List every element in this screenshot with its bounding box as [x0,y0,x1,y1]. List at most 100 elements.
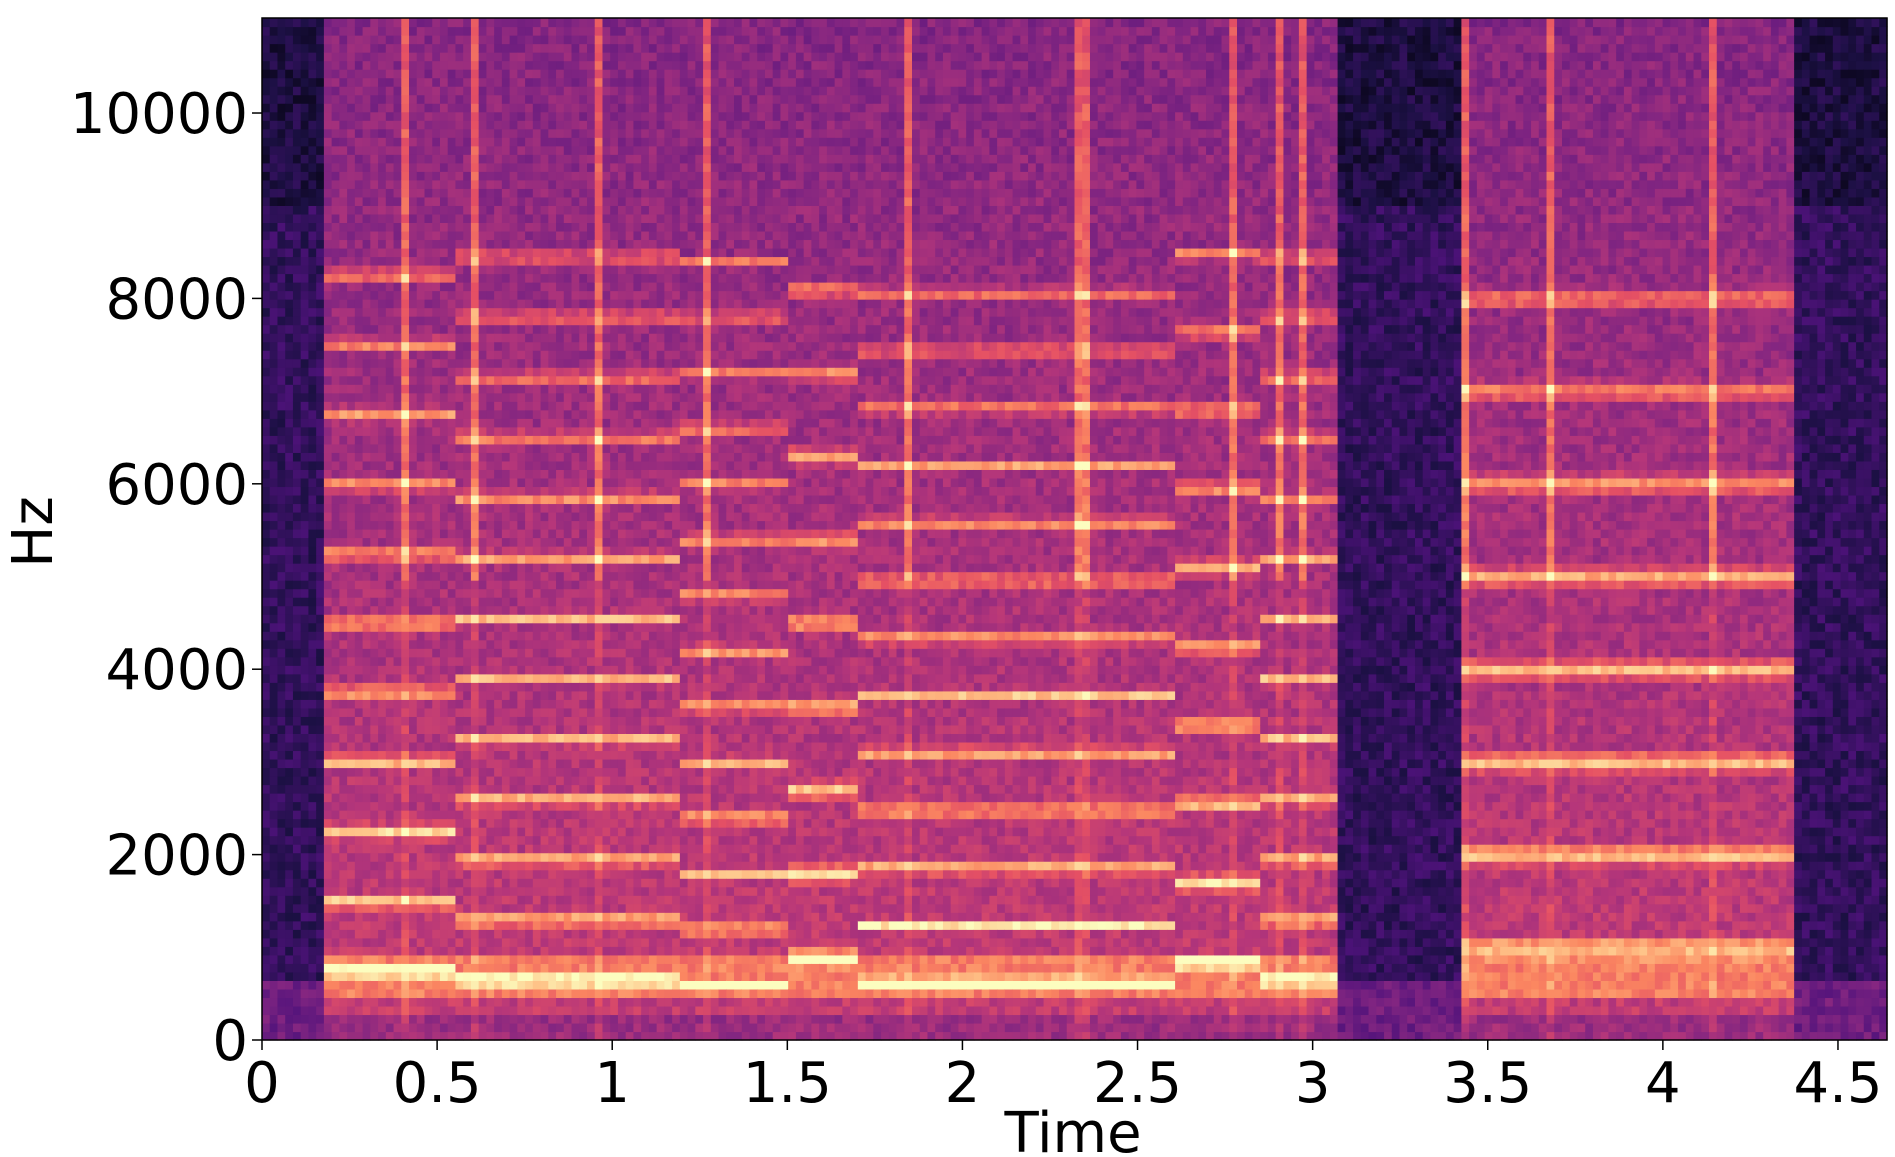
heatmap-cell [277,1014,285,1023]
heatmap-cell [293,674,301,683]
heatmap-cell [347,742,355,751]
heatmap-cell [277,44,285,53]
heatmap-cell [510,963,518,972]
heatmap-cell [332,333,340,342]
heatmap-cell [440,129,448,138]
heatmap-cell [579,759,587,768]
heatmap-cell [556,154,564,163]
heatmap-cell [355,997,363,1006]
heatmap-cell [510,657,518,666]
heatmap-cell [455,802,463,811]
heatmap-cell [471,325,479,334]
heatmap-cell [324,555,332,564]
heatmap-cell [471,878,479,887]
heatmap-cell [432,827,440,836]
heatmap-cell [494,291,502,300]
heatmap-cell [370,171,378,180]
heatmap-cell [533,384,541,393]
heatmap-cell [479,393,487,402]
heatmap-cell [316,27,324,36]
heatmap-cell [285,52,293,61]
heatmap-cell [386,435,394,444]
heatmap-cell [502,180,510,189]
heatmap-cell [262,393,270,402]
heatmap-cell [324,137,332,146]
heatmap-cell [401,44,409,53]
heatmap-cell [541,52,549,61]
heatmap-cell [579,512,587,521]
heatmap-cell [455,938,463,947]
heatmap-cell [440,529,448,538]
heatmap-cell [301,767,309,776]
heatmap-cell [502,572,510,581]
heatmap-cell [293,427,301,436]
heatmap-cell [463,589,471,598]
heatmap-cell [308,1031,316,1040]
heatmap-cell [363,1023,371,1032]
heatmap-cell [440,512,448,521]
heatmap-cell [285,665,293,674]
heatmap-cell [510,1014,518,1023]
heatmap-cell [378,623,386,632]
heatmap-cell [486,912,494,921]
heatmap-cell [579,529,587,538]
heatmap-cell [448,274,456,283]
heatmap-cell [363,759,371,768]
heatmap-cell [533,461,541,470]
heatmap-cell [332,205,340,214]
heatmap-cell [533,61,541,70]
heatmap-cell [394,427,402,436]
heatmap-cell [564,248,572,257]
heatmap-cell [448,222,456,231]
heatmap-cell [347,895,355,904]
heatmap-cell [363,844,371,853]
heatmap-cell [386,1023,394,1032]
heatmap-cell [270,461,278,470]
heatmap-cell [525,589,533,598]
heatmap-cell [440,853,448,862]
heatmap-cell [370,333,378,342]
heatmap-cell [355,921,363,930]
heatmap-cell [517,435,525,444]
heatmap-cell [471,103,479,112]
heatmap-cell [533,614,541,623]
heatmap-cell [440,410,448,419]
heatmap-cell [308,742,316,751]
heatmap-cell [339,299,347,308]
heatmap-cell [285,657,293,666]
heatmap-cell [541,222,549,231]
heatmap-cell [324,316,332,325]
heatmap-cell [363,1006,371,1015]
heatmap-cell [285,197,293,206]
heatmap-cell [277,222,285,231]
heatmap-cell [347,52,355,61]
heatmap-cell [517,154,525,163]
heatmap-cell [502,802,510,811]
heatmap-cell [572,171,580,180]
heatmap-cell [479,682,487,691]
heatmap-cell [541,955,549,964]
heatmap-cell [455,631,463,640]
heatmap-cell [564,342,572,351]
heatmap-cell [332,836,340,845]
heatmap-cell [401,214,409,223]
heatmap-cell [417,180,425,189]
heatmap-cell [541,912,549,921]
heatmap-cell [425,478,433,487]
heatmap-cell [448,938,456,947]
heatmap-cell [510,239,518,248]
heatmap-cell [486,750,494,759]
heatmap-cell [486,870,494,879]
heatmap-cell [432,699,440,708]
heatmap-cell [308,78,316,87]
heatmap-cell [471,921,479,930]
heatmap-cell [425,776,433,785]
heatmap-cell [541,308,549,317]
heatmap-cell [579,963,587,972]
heatmap-cell [479,27,487,36]
heatmap-cell [502,44,510,53]
heatmap-cell [556,27,564,36]
heatmap-cell [332,222,340,231]
heatmap-cell [556,452,564,461]
heatmap-cell [432,103,440,112]
